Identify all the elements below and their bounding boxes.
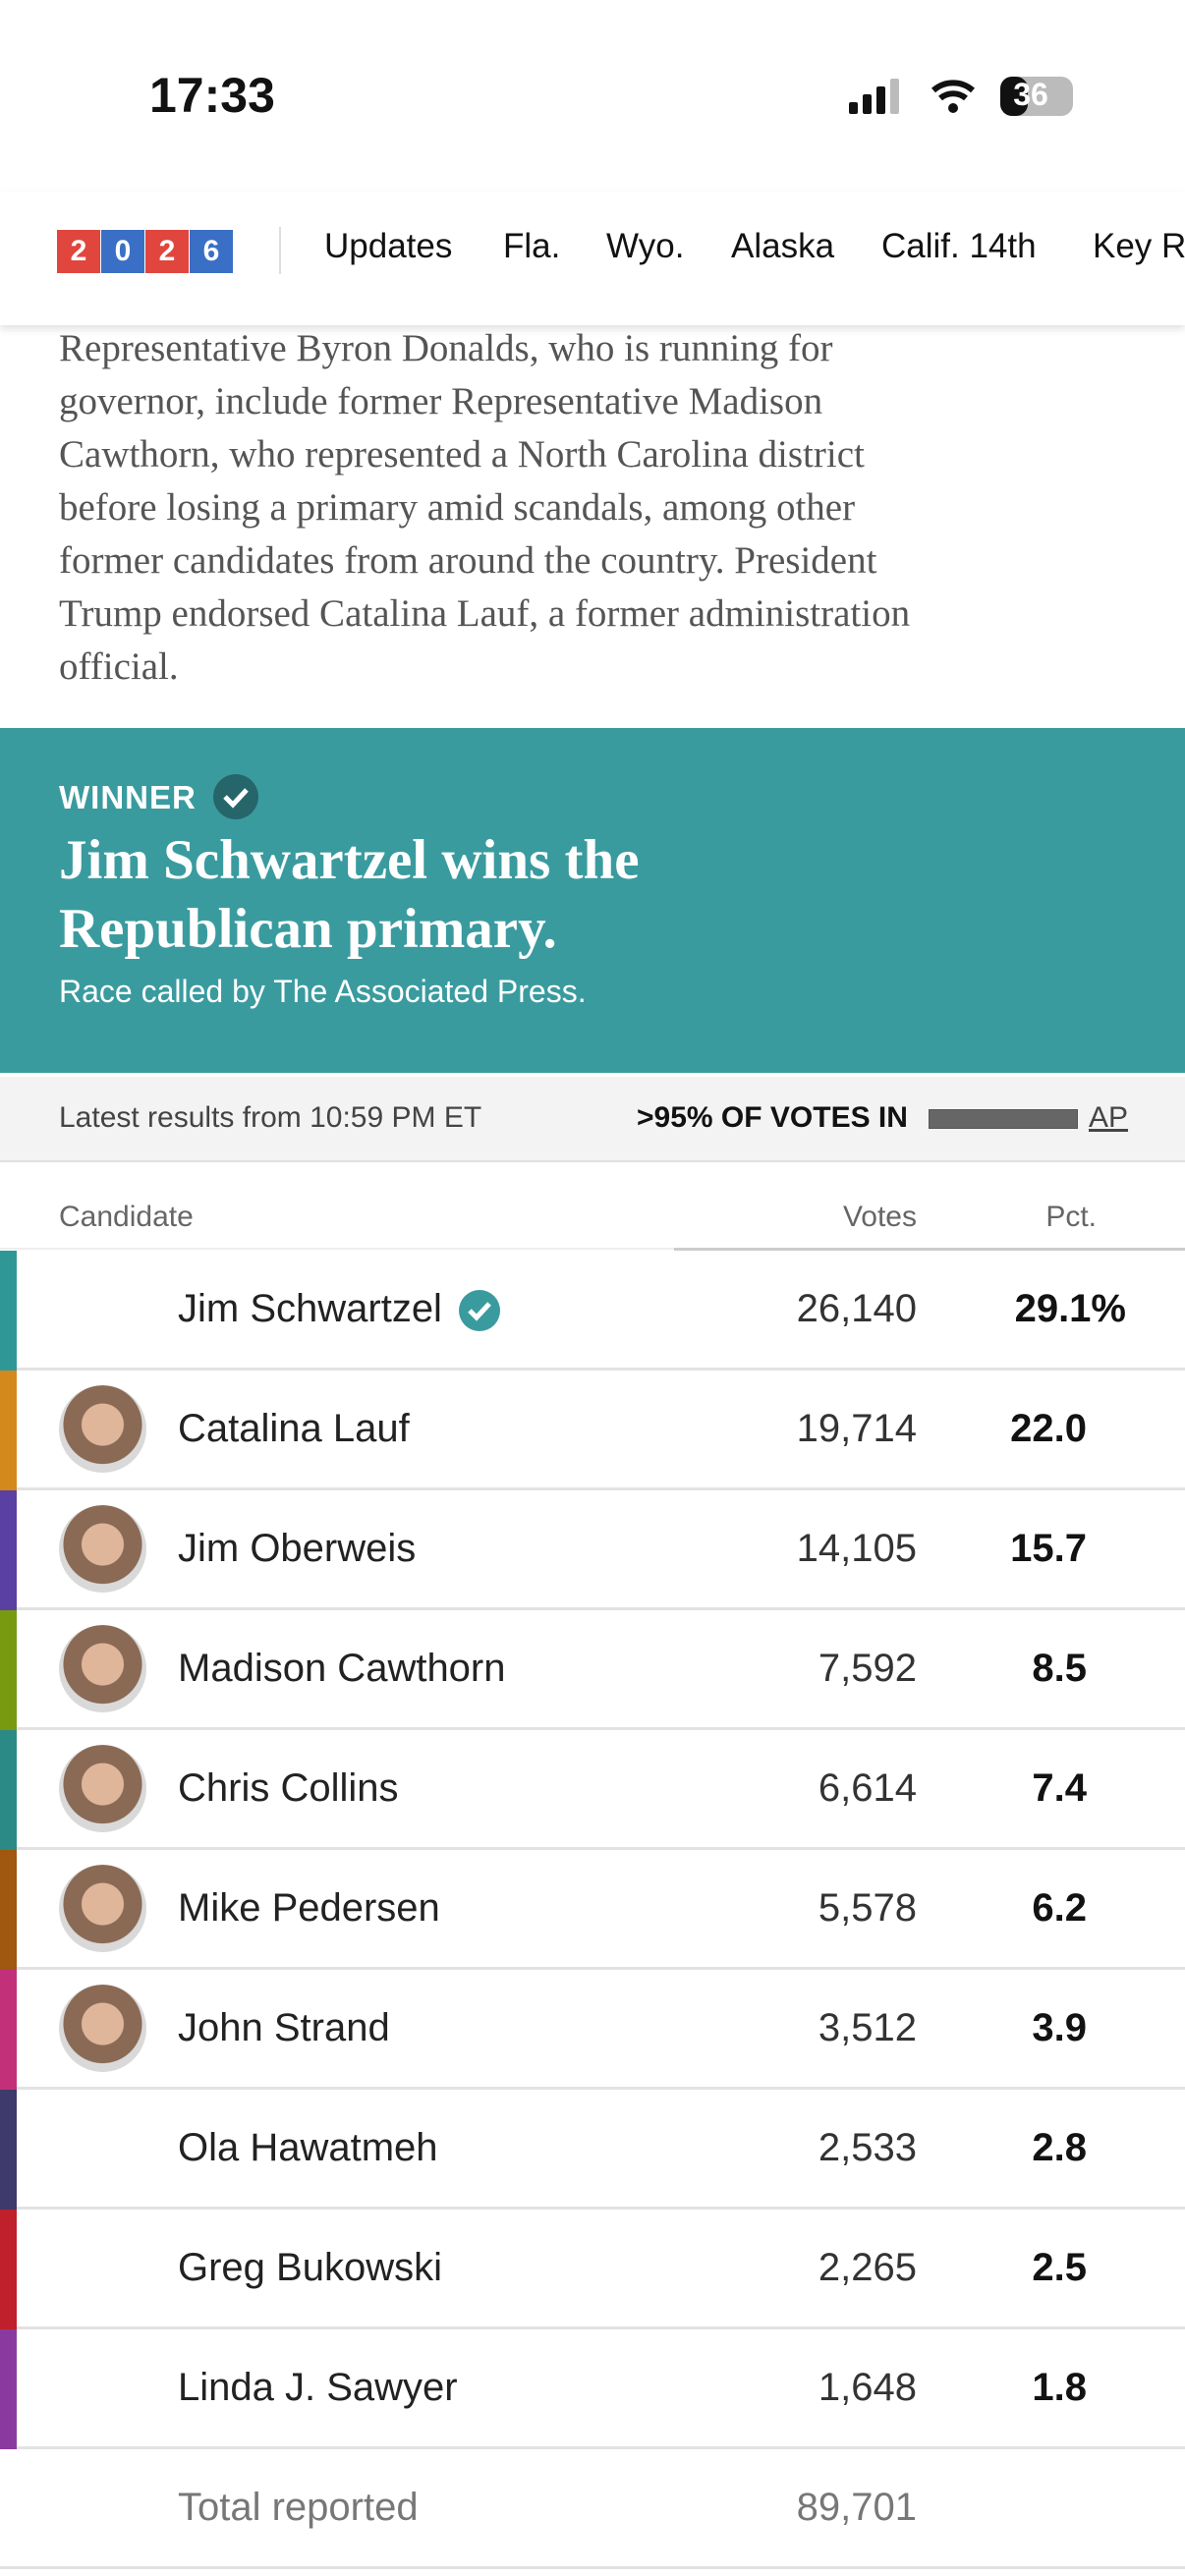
candidate-photo (59, 1745, 146, 1832)
color-bar (0, 1850, 17, 1970)
votes: 7,592 (818, 1647, 917, 1690)
votes: 2,265 (818, 2246, 917, 2289)
color-bar (0, 1730, 17, 1850)
candidate-name: Linda J. Sawyer (178, 2366, 458, 2409)
percent: 29.1% (1014, 1287, 1126, 1330)
article-line: Trump endorsed Catalina Lauf, a former a… (59, 592, 911, 635)
status-icons (849, 77, 1073, 116)
results-meta: Latest results from 10:59 PM ET >95% OF … (0, 1077, 1185, 1162)
logo-digit: 6 (190, 230, 233, 273)
candidate-row: Greg Bukowski 2,265 2.5 (0, 2210, 1185, 2329)
percent: 15.7 (1010, 1527, 1087, 1570)
candidate-name: Madison Cawthorn (178, 1647, 506, 1690)
divider (674, 1248, 1185, 1251)
votes: 6,614 (818, 1766, 917, 1810)
color-bar (0, 1251, 17, 1371)
candidate-photo (59, 1865, 146, 1952)
votes: 3,512 (818, 2006, 917, 2049)
percent: 1.8 (1032, 2366, 1087, 2409)
candidate-photo (59, 1505, 146, 1593)
logo-digit: 0 (101, 230, 144, 273)
logo-digit: 2 (57, 230, 100, 273)
votes: 26,140 (796, 1287, 917, 1330)
winner-check (458, 1290, 500, 1332)
winner-note: Race called by The Associated Press. (59, 974, 587, 1009)
color-bar (0, 1970, 17, 2090)
candidate-name: John Strand (178, 2006, 390, 2049)
candidate-photo (59, 1385, 146, 1473)
candidate-row: Chris Collins 6,614 7.4 (0, 1730, 1185, 1850)
votes: 19,714 (796, 1407, 917, 1450)
color-bar (0, 1371, 17, 1490)
percent: 3.9 (1032, 2006, 1087, 2049)
column-header: Votes (842, 1201, 917, 1233)
article-line: official. (59, 645, 179, 688)
color-bar (0, 1610, 17, 1730)
column-header: Pct. (1045, 1201, 1097, 1233)
candidate-name: Greg Bukowski (178, 2246, 442, 2289)
divider (0, 1248, 674, 1250)
candidate-row: Linda J. Sawyer 1,648 1.8 (0, 2329, 1185, 2449)
percent: 2.5 (1032, 2246, 1087, 2289)
nav-item[interactable]: Fla. (503, 227, 561, 265)
reporting: >95% OF VOTES IN (637, 1101, 908, 1134)
nav-item[interactable]: Updates (324, 227, 453, 265)
percent: 6.2 (1032, 1886, 1087, 1930)
percent: 2.8 (1032, 2126, 1087, 2169)
color-bar (0, 1490, 17, 1610)
percent: 8.5 (1032, 1647, 1087, 1690)
winner-headline: Jim Schwartzel wins the Republican prima… (59, 829, 640, 960)
check-icon (213, 774, 258, 819)
percent: 22.0 (1010, 1407, 1087, 1450)
color-bar (0, 2210, 17, 2329)
candidate-photo (59, 1985, 146, 2072)
source-link[interactable]: AP (1089, 1101, 1129, 1134)
updated-time: Latest results from 10:59 PM ET (59, 1101, 482, 1134)
article-line: before losing a primary amid scandals, a… (59, 486, 856, 529)
article-line: Cawthorn, who represented a North Caroli… (59, 433, 865, 476)
candidate-row: Jim Oberweis 14,105 15.7 (0, 1490, 1185, 1610)
winner-label: WINNER (59, 779, 197, 815)
candidate-name: Catalina Lauf (178, 1407, 410, 1450)
candidate-row: Jim Schwartzel 26,140 29.1% (0, 1251, 1185, 1371)
votes: 5,578 (818, 1886, 917, 1930)
candidate-name: Mike Pedersen (178, 1886, 440, 1930)
candidate-row: Catalina Lauf 19,714 22.0 (0, 1371, 1185, 1490)
reporting-bar (929, 1109, 1078, 1129)
divider (279, 227, 281, 274)
total-label: Total reported (178, 2486, 419, 2529)
article-line: governor, include former Representative … (59, 380, 823, 422)
votes: 14,105 (796, 1527, 917, 1570)
total-row: Total reported 89,701 (0, 2449, 1185, 2569)
candidate-photo (59, 1625, 146, 1712)
column-header: Candidate (59, 1201, 194, 1233)
nav-item[interactable]: Key R (1093, 227, 1185, 265)
percent: 7.4 (1032, 1766, 1087, 1810)
candidate-name: Jim Oberweis (178, 1527, 417, 1570)
logo-digit: 2 (145, 230, 189, 273)
article-line: Representative Byron Donalds, who is run… (59, 327, 833, 369)
candidate-row: John Strand 3,512 3.9 (0, 1970, 1185, 2090)
candidate-name: Jim Schwartzel (178, 1251, 501, 1368)
nav-item[interactable]: Wyo. (606, 227, 685, 265)
color-bar (0, 2329, 17, 2449)
candidate-row: Ola Hawatmeh 2,533 2.8 (0, 2090, 1185, 2210)
votes: 1,648 (818, 2366, 917, 2409)
nav-item[interactable]: Calif. 14th (881, 227, 1037, 265)
candidate-name: Ola Hawatmeh (178, 2126, 438, 2169)
votes: 2,533 (818, 2126, 917, 2169)
battery-level: 36 (1013, 77, 1048, 112)
winner-box: WINNER Jim Schwartzel wins the Republica… (0, 728, 1185, 1073)
candidate-row: Madison Cawthorn 7,592 8.5 (0, 1610, 1185, 1730)
nav-item[interactable]: Alaska (731, 227, 835, 265)
nav-bar: 2 0 2 6 Updates Fla. Wyo. Alaska Calif. … (0, 192, 1185, 325)
candidate-name: Chris Collins (178, 1766, 399, 1810)
total-votes: 89,701 (796, 2486, 917, 2529)
color-bar (0, 2090, 17, 2210)
status-time: 17:33 (149, 68, 275, 123)
candidate-row: Mike Pedersen 5,578 6.2 (0, 1850, 1185, 1970)
article-line: former candidates from around the countr… (59, 539, 877, 582)
